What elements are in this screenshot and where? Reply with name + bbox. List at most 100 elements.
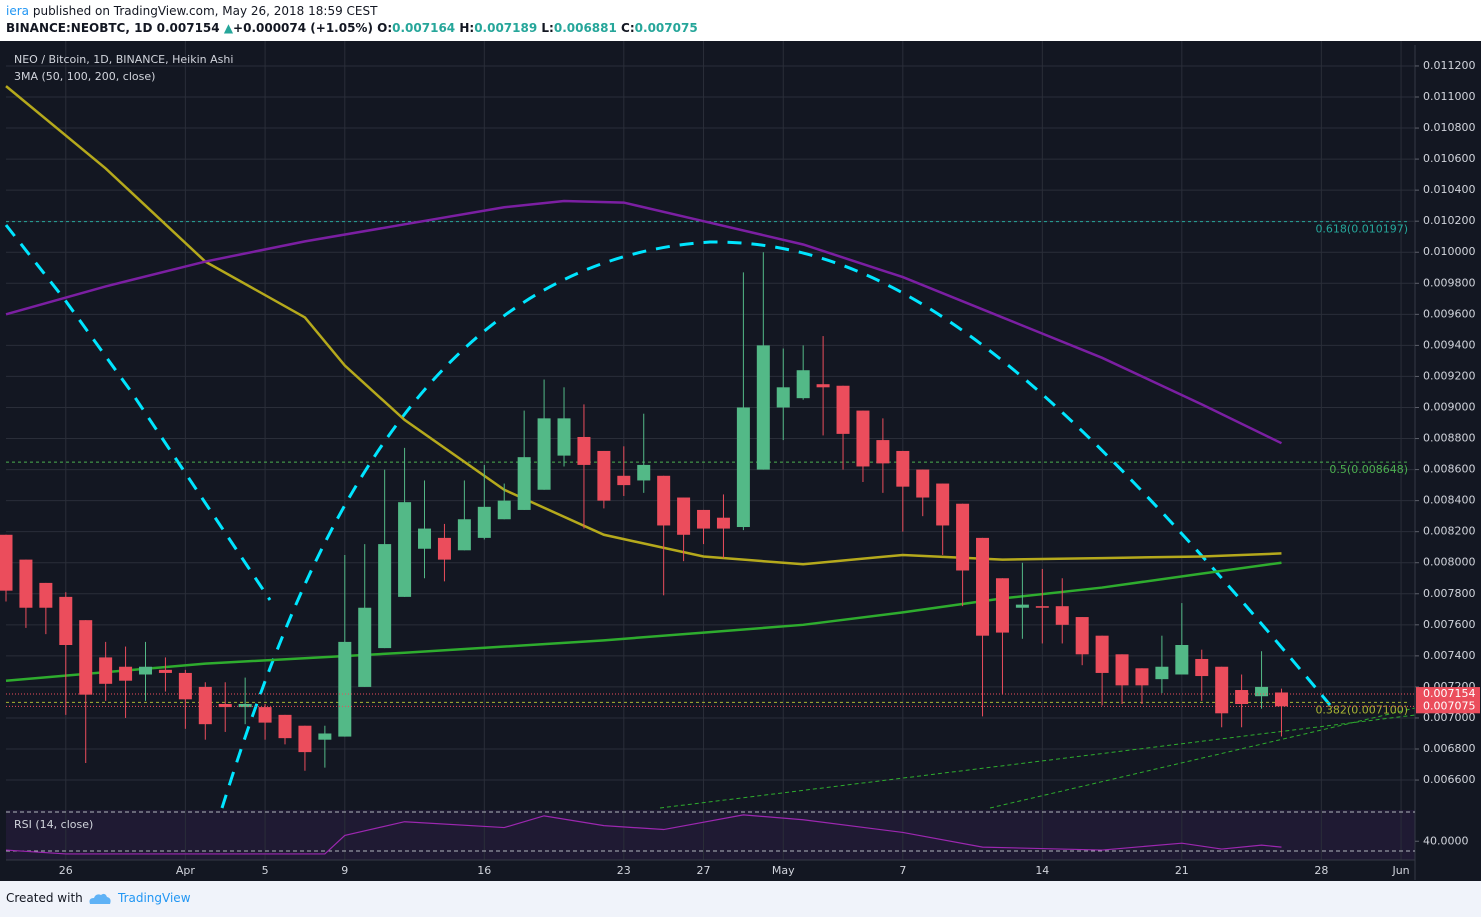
candle-body <box>158 669 172 673</box>
h-label: H: <box>459 21 475 35</box>
candle-body <box>198 686 212 725</box>
candle-body <box>796 370 810 399</box>
y-tick-label: 0.006800 <box>1423 742 1476 755</box>
candle-body <box>497 500 511 520</box>
candle-body <box>278 714 292 739</box>
o: 0.007164 <box>392 21 456 35</box>
price-tag-label: 0.007075 <box>1423 699 1476 712</box>
y-tick-label: 0.011200 <box>1423 59 1476 72</box>
y-tick-label: 0.010800 <box>1423 121 1476 134</box>
x-tick-label: 27 <box>697 864 711 877</box>
candle-body <box>258 707 272 723</box>
candle-body <box>936 483 950 526</box>
candle-body <box>916 469 930 498</box>
moving-average <box>5 199 1283 445</box>
y-tick-label: 40.0000 <box>1423 834 1469 847</box>
footer-text: Created with <box>6 891 83 905</box>
candle-body <box>139 666 153 675</box>
trend-line <box>659 714 1416 809</box>
c: 0.007075 <box>634 21 698 35</box>
candle-body <box>697 509 711 529</box>
y-tick-label: 0.007800 <box>1423 587 1476 600</box>
y-tick-label: 0.009000 <box>1423 400 1476 413</box>
candle-body <box>736 407 750 528</box>
price-tag <box>1416 687 1480 702</box>
candle-body <box>457 519 471 551</box>
fib-label: 0.618(0.010197) <box>1315 223 1408 236</box>
last: 0.007154 <box>156 21 220 35</box>
candle-body <box>537 418 551 490</box>
rsi-line <box>5 814 1282 855</box>
x-tick-label: 14 <box>1035 864 1049 877</box>
candle-body <box>776 387 790 408</box>
x-tick-label: Apr <box>176 864 196 877</box>
l-label: L: <box>541 21 554 35</box>
candle-body <box>119 666 133 681</box>
candle-body <box>677 497 691 535</box>
x-tick-label: 26 <box>59 864 73 877</box>
price-tag <box>1416 699 1480 714</box>
moving-average <box>5 561 1282 682</box>
candle-body <box>238 703 252 708</box>
candle-body <box>378 544 392 649</box>
brand[interactable]: TradingView <box>118 891 191 905</box>
trend-line <box>989 707 1416 809</box>
footer: Created with TradingView <box>0 881 1481 917</box>
candle-body <box>995 578 1009 633</box>
candle-body <box>99 657 113 684</box>
rsi-title: RSI (14, close) <box>14 818 93 831</box>
candle-body <box>836 385 850 434</box>
candle-body <box>956 503 970 571</box>
y-tick-label: 0.011000 <box>1423 90 1476 103</box>
candle-body <box>178 672 192 700</box>
candle-body <box>0 534 13 591</box>
y-tick-label: 0.010600 <box>1423 152 1476 165</box>
y-tick-label: 0.010200 <box>1423 214 1476 227</box>
fib-label: 0.382(0.007100) <box>1315 703 1408 716</box>
fib-label: 0.5(0.008648) <box>1329 463 1408 476</box>
drawing-arc <box>220 240 1332 809</box>
y-tick-label: 0.009400 <box>1423 338 1476 351</box>
candle-body <box>1015 604 1029 608</box>
candle-body <box>617 475 631 486</box>
candle-body <box>716 517 730 529</box>
candle-body <box>657 475 671 526</box>
candle-body <box>1274 692 1288 707</box>
candle-body <box>477 506 491 538</box>
candle-body <box>637 464 651 481</box>
o-label: O: <box>377 21 393 35</box>
candle-body <box>856 410 870 467</box>
y-tick-label: 0.009200 <box>1423 369 1476 382</box>
candle-body <box>756 345 770 470</box>
rsi-pane <box>6 810 1415 860</box>
candle-body <box>1095 635 1109 673</box>
candle-body <box>218 703 232 708</box>
candle-body <box>398 502 412 597</box>
author[interactable]: iera <box>6 4 30 18</box>
candle-body <box>358 607 372 687</box>
candle-body <box>59 596 73 645</box>
candle-body <box>1035 606 1049 608</box>
y-tick-label: 0.007600 <box>1423 618 1476 631</box>
candle-body <box>437 537 451 560</box>
candle-body <box>1235 690 1249 704</box>
x-tick-label: May <box>772 864 795 877</box>
candle-body <box>517 457 531 510</box>
candle-body <box>1055 606 1069 625</box>
candle-body <box>1155 666 1169 680</box>
candle-body <box>876 440 890 464</box>
y-tick-label: 0.007400 <box>1423 649 1476 662</box>
candle-body <box>1115 654 1129 686</box>
change: +0.000074 (+1.05%) <box>233 21 373 35</box>
candle-body <box>1195 658 1209 677</box>
y-tick-label: 0.008000 <box>1423 556 1476 569</box>
x-tick-label: 21 <box>1175 864 1189 877</box>
x-tick-label: Jun <box>1391 864 1409 877</box>
x-tick-label: 9 <box>341 864 348 877</box>
candle-body <box>1175 644 1189 675</box>
candle-body <box>79 620 93 695</box>
y-tick-label: 0.010000 <box>1423 245 1476 258</box>
y-tick-label: 0.008200 <box>1423 525 1476 538</box>
y-tick-label: 0.009800 <box>1423 276 1476 289</box>
symbol: BINANCE:NEOBTC, 1D <box>6 21 153 35</box>
